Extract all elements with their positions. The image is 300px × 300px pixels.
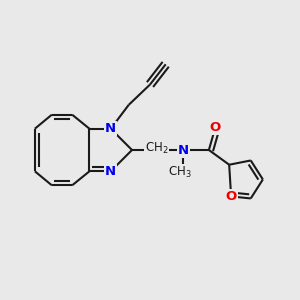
Text: N: N <box>178 143 189 157</box>
Text: O: O <box>226 190 237 203</box>
Text: N: N <box>105 165 116 178</box>
Text: O: O <box>210 121 221 134</box>
Text: CH$_3$: CH$_3$ <box>168 165 192 180</box>
Text: N: N <box>105 122 116 135</box>
Text: CH$_2$: CH$_2$ <box>145 141 168 156</box>
